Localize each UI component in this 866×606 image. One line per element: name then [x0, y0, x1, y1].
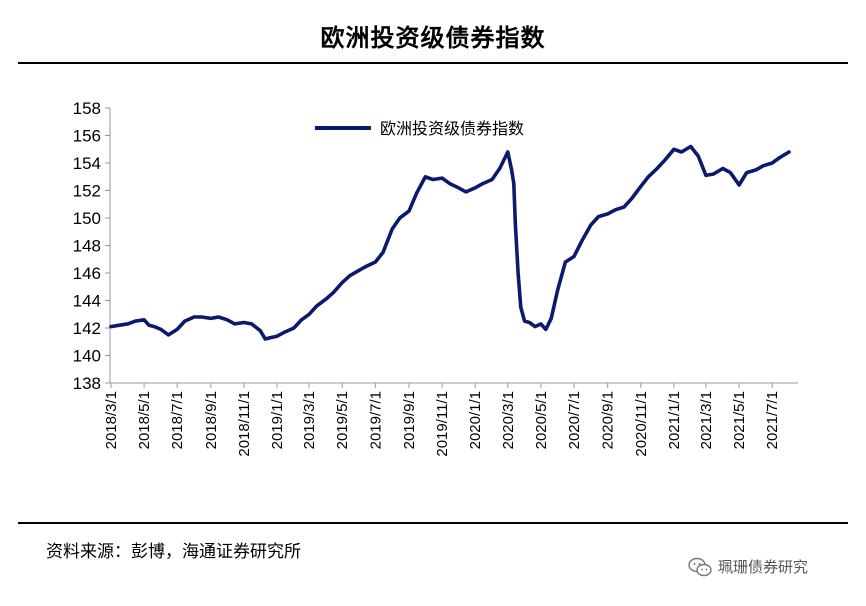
watermark: 珮珊债券研究	[688, 556, 808, 577]
y-tick-label: 154	[73, 154, 101, 173]
x-tick-label: 2019/5/1	[334, 391, 351, 449]
y-tick-label: 142	[73, 319, 101, 338]
y-tick-label: 156	[73, 127, 101, 146]
series-line-0	[109, 144, 791, 341]
x-tick-label: 2021/5/1	[731, 391, 748, 449]
x-tick-label: 2019/11/1	[434, 391, 451, 457]
x-tick-label: 2021/3/1	[698, 391, 715, 449]
series-layer	[109, 144, 791, 341]
y-tick-label: 150	[73, 209, 101, 228]
page-title: 欧洲投资级债券指数	[320, 23, 546, 52]
x-tick-label: 2020/11/1	[633, 391, 650, 457]
title-rule	[18, 62, 848, 64]
legend-label: 欧洲投资级债券指数	[380, 120, 524, 138]
x-tick-label: 2018/7/1	[169, 391, 186, 449]
y-tick-label: 148	[73, 237, 101, 256]
x-tick-label: 2018/3/1	[103, 391, 120, 449]
x-tick-label: 2020/5/1	[533, 391, 550, 449]
y-axis-ticks: 138 140 142 144 146 148 150 152 154 156 158	[73, 99, 110, 393]
y-tick-label: 146	[73, 264, 101, 283]
x-tick-label: 2019/7/1	[367, 391, 384, 449]
x-axis-ticks: 2018/3/1 2018/5/1 2018/7/1 2018/9/1 2018/11/…	[103, 383, 781, 457]
wechat-icon	[688, 557, 712, 576]
x-tick-label: 2019/3/1	[301, 391, 318, 449]
x-tick-label: 2021/1/1	[666, 391, 683, 449]
source-note: 资料来源：彭博，海通证券研究所	[46, 542, 301, 562]
y-tick-label: 138	[73, 374, 101, 393]
x-tick-label: 2018/9/1	[203, 391, 220, 449]
y-tick-label: 152	[73, 182, 101, 201]
x-tick-label: 2019/1/1	[269, 391, 286, 449]
y-tick-label: 144	[73, 292, 101, 311]
x-tick-label: 2020/9/1	[600, 391, 617, 449]
x-tick-label: 2020/1/1	[467, 391, 484, 449]
chart-legend: 欧洲投资级债券指数	[315, 120, 524, 138]
x-tick-label: 2019/9/1	[401, 391, 418, 449]
x-tick-label: 2021/7/1	[764, 391, 781, 449]
footer-rule	[18, 522, 848, 524]
y-tick-label: 140	[73, 347, 101, 366]
watermark-text: 珮珊债券研究	[718, 558, 809, 576]
x-tick-label: 2018/5/1	[136, 391, 153, 449]
y-tick-label: 158	[73, 99, 101, 118]
x-tick-label: 2018/11/1	[236, 391, 253, 457]
x-tick-label: 2020/3/1	[500, 391, 517, 449]
line-chart: 138 140 142 144 146 148 150 152 154 156 158 2018/3…	[73, 99, 798, 457]
x-tick-label: 2020/7/1	[566, 391, 583, 449]
